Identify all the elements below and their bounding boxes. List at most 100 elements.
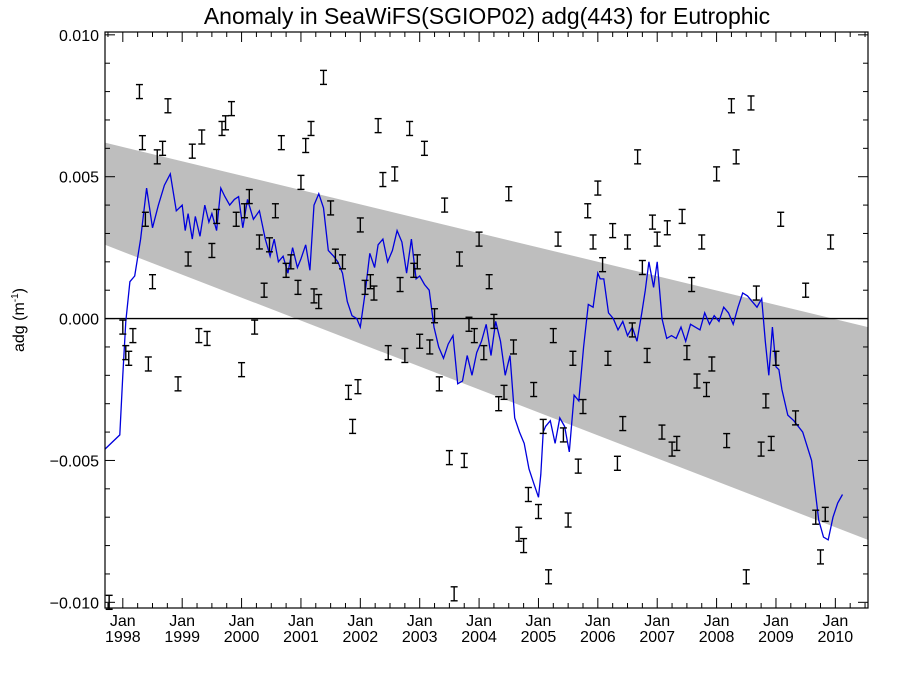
x-tick-year-label: 2001 [283,629,319,646]
data-point [812,509,820,525]
data-point [777,211,785,227]
data-point [435,376,443,392]
data-point [401,347,409,364]
data-point [366,273,374,290]
data-point [277,134,285,151]
data-point [294,279,302,296]
data-point [431,308,439,324]
x-tick-month-label: Jan [763,613,789,630]
data-point [663,220,671,236]
data-point [465,316,473,332]
x-tick-month-label: Jan [110,613,136,630]
data-point [609,222,617,239]
x-tick-year-label: 1998 [105,629,141,646]
data-point [315,293,323,310]
data-point [198,129,206,145]
data-point [470,327,478,344]
data-point [184,251,192,267]
x-tick-year-label: 2009 [758,629,794,646]
data-point [349,418,357,435]
data-point [564,512,572,528]
data-point [495,396,503,412]
data-point [361,279,369,296]
data-point [688,276,696,293]
data-point [678,208,686,225]
data-point [188,143,196,159]
y-axis-label-close: ) [11,288,28,293]
data-point [732,149,740,165]
x-tick-month-label: Jan [644,613,670,630]
x-tick-month-label: Jan [347,613,373,630]
data-point [816,549,824,565]
x-tick-month-label: Jan [288,613,314,630]
data-point [747,95,755,111]
data-point [723,432,731,449]
data-point [222,115,230,131]
data-point [135,83,143,100]
x-tick-year-label: 2010 [818,629,854,646]
data-point [384,344,392,361]
data-point [265,237,273,253]
data-point [757,441,765,457]
data-point [505,186,513,202]
data-point [634,149,642,165]
data-point [282,262,290,279]
data-point [653,231,661,247]
data-point [379,171,387,188]
data-point [515,526,523,542]
data-point [643,347,651,364]
data-point [307,120,315,137]
data-point [604,350,612,367]
x-tick-month-label: Jan [704,613,730,630]
data-point [589,234,597,250]
data-point [354,378,362,395]
data-point [549,327,557,344]
chart-title: Anomaly in SeaWiFS(SGIOP02) adg(443) for… [204,3,770,29]
data-point [251,319,259,335]
x-tick-year-label: 2003 [402,629,438,646]
data-point [149,273,157,290]
data-point [500,384,508,401]
data-point [510,339,518,355]
data-point [213,208,221,225]
x-tick-year-label: 2008 [699,629,735,646]
data-point [413,254,421,270]
data-point [164,98,172,114]
data-point [534,503,542,520]
data-point [159,140,167,157]
data-point [260,282,268,298]
data-point [331,248,339,264]
data-point [420,140,428,157]
x-tick-month-label: Jan [169,613,195,630]
data-point [153,149,161,165]
data-point [356,217,364,233]
data-point [144,356,152,372]
data-point [441,197,449,213]
data-point [480,344,488,361]
data-point [195,327,203,344]
x-tick-year-label: 2007 [639,629,675,646]
data-point [569,350,577,367]
data-point [599,256,607,273]
data-points-layer [105,69,835,611]
x-tick-month-label: Jan [585,613,611,630]
data-point [673,435,681,452]
data-point [396,276,404,293]
data-point [255,234,263,250]
data-point [445,449,453,466]
y-axis-label: adg (m-1) [10,288,28,352]
data-point [208,242,216,259]
data-point [683,344,691,361]
data-point [539,418,547,435]
data-point [520,537,528,554]
y-tick-label: 0.000 [59,312,99,329]
x-tick-year-label: 1999 [164,629,200,646]
data-point [762,393,770,409]
smoothed-series-line [104,171,844,541]
data-point [287,254,295,270]
data-point [475,231,483,247]
x-tick-month-label: Jan [407,613,433,630]
data-point [339,254,347,270]
data-point [545,569,553,585]
